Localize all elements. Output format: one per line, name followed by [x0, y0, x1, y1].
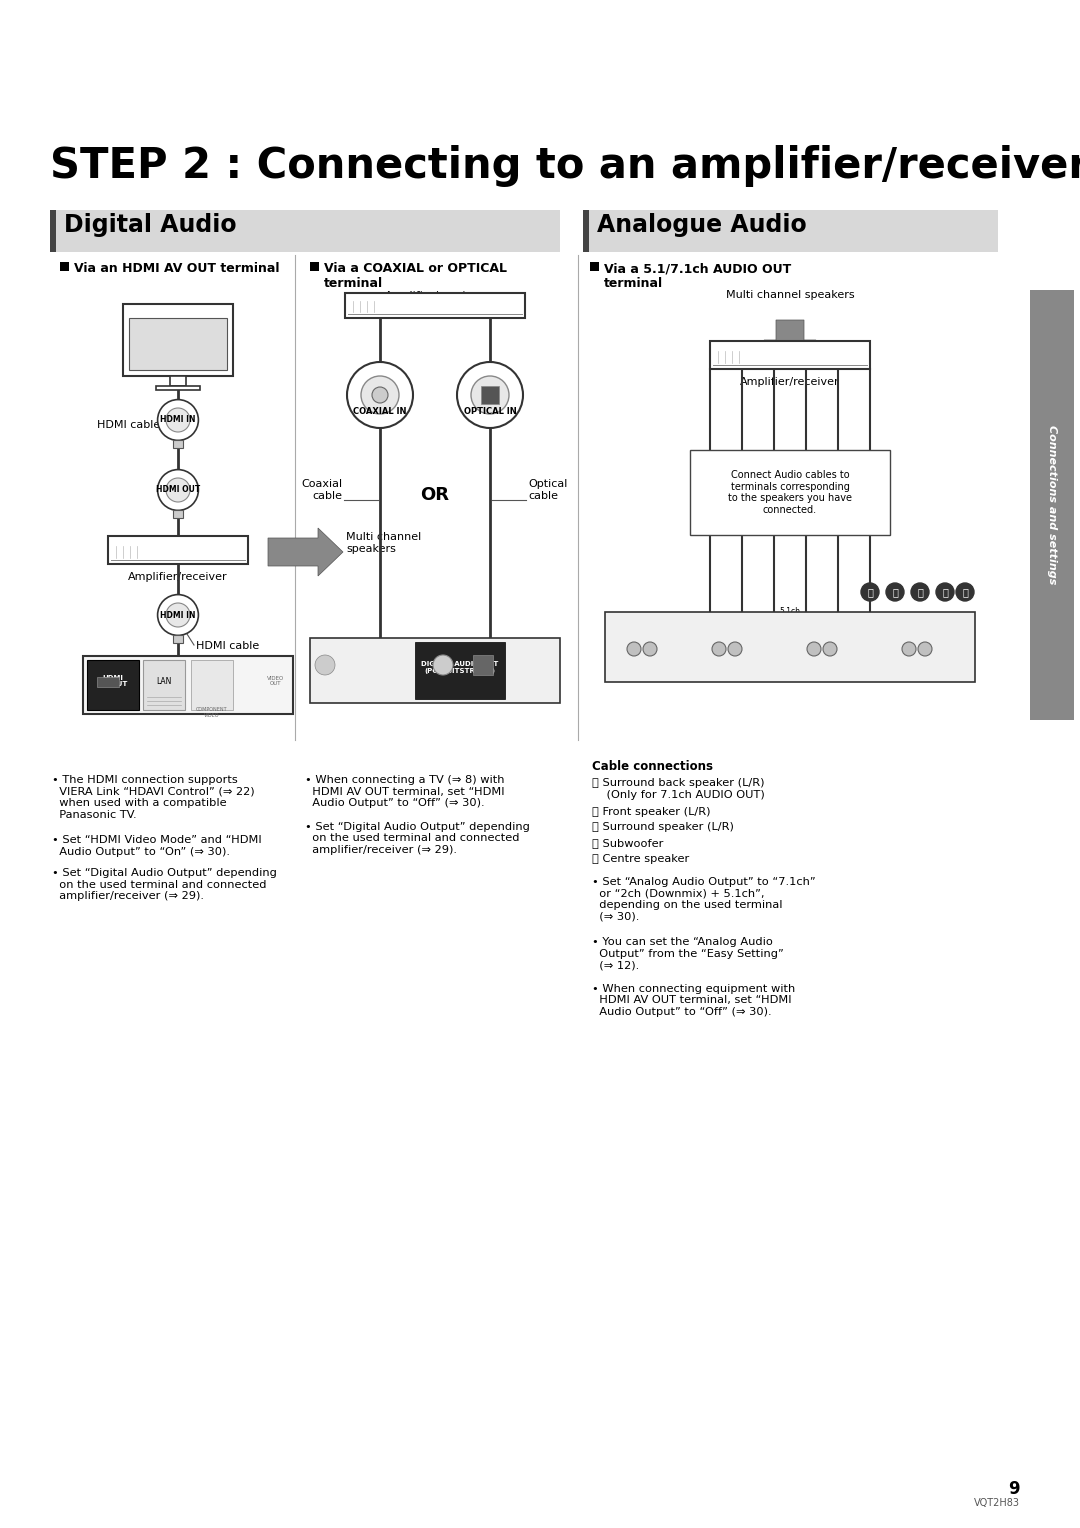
Ellipse shape: [912, 584, 929, 601]
Text: STEP 2 : Connecting to an amplifier/receiver: STEP 2 : Connecting to an amplifier/rece…: [50, 145, 1080, 186]
Ellipse shape: [158, 400, 199, 440]
Ellipse shape: [372, 387, 388, 403]
Ellipse shape: [457, 362, 523, 428]
Polygon shape: [764, 319, 816, 361]
Text: OR: OR: [420, 486, 449, 504]
Bar: [605, 613, 975, 681]
Text: Ⓓ: Ⓓ: [942, 587, 948, 597]
Bar: [156, 387, 200, 390]
Text: VQT2H83: VQT2H83: [974, 1497, 1020, 1508]
Bar: [310, 637, 561, 703]
Text: VIDEO
OUT: VIDEO OUT: [268, 675, 285, 686]
Text: HDMI IN: HDMI IN: [160, 416, 195, 425]
Text: Amplifier/receiver: Amplifier/receiver: [129, 571, 228, 582]
Text: COAXIAL: COAXIAL: [430, 697, 457, 703]
Bar: [170, 376, 186, 387]
Text: COMPONENT
VIDEO: COMPONENT VIDEO: [197, 707, 228, 718]
Bar: [123, 304, 233, 376]
Bar: [310, 261, 319, 270]
Bar: [97, 677, 119, 688]
Ellipse shape: [347, 362, 413, 428]
Ellipse shape: [956, 584, 974, 601]
Bar: [108, 536, 248, 564]
Bar: [481, 387, 499, 403]
Text: Optical
cable: Optical cable: [528, 480, 567, 501]
Text: Ⓔ Centre speaker: Ⓔ Centre speaker: [592, 854, 689, 863]
Text: • When connecting a TV (⇒ 8) with
  HDMI AV OUT terminal, set “HDMI
  Audio Outp: • When connecting a TV (⇒ 8) with HDMI A…: [305, 775, 504, 808]
Text: HDMI cable: HDMI cable: [195, 642, 259, 651]
Bar: [173, 636, 183, 643]
Text: Ⓑ: Ⓑ: [892, 587, 897, 597]
Bar: [173, 440, 183, 448]
Ellipse shape: [361, 376, 399, 414]
Bar: [173, 510, 183, 518]
Text: LAN: LAN: [157, 677, 172, 686]
Text: • You can set the “Analog Audio
  Output” from the “Easy Setting”
  (⇒ 12).: • You can set the “Analog Audio Output” …: [592, 937, 784, 970]
Ellipse shape: [807, 642, 821, 656]
Text: • Set “Digital Audio Output” depending
  on the used terminal and connected
  am: • Set “Digital Audio Output” depending o…: [52, 868, 276, 902]
Ellipse shape: [166, 478, 190, 503]
Text: HDMI OUT: HDMI OUT: [156, 486, 200, 495]
Bar: [87, 660, 139, 711]
Text: Via an HDMI AV OUT terminal: Via an HDMI AV OUT terminal: [75, 261, 280, 275]
Bar: [129, 318, 227, 370]
Text: DIGITAL AUDIO OUT
(PCM/BITSTREAM): DIGITAL AUDIO OUT (PCM/BITSTREAM): [421, 660, 499, 674]
Ellipse shape: [823, 642, 837, 656]
Text: • Set “HDMI Video Mode” and “HDMI
  Audio Output” to “On” (⇒ 30).: • Set “HDMI Video Mode” and “HDMI Audio …: [52, 834, 261, 857]
Bar: [415, 642, 505, 698]
Ellipse shape: [433, 656, 453, 675]
Text: Multi channel speakers: Multi channel speakers: [726, 290, 854, 299]
Text: HDMI IN: HDMI IN: [160, 611, 195, 619]
Text: Multi channel
speakers: Multi channel speakers: [346, 532, 421, 553]
Bar: [83, 656, 293, 714]
Text: SUBWOOFER/
CENTER: SUBWOOFER/ CENTER: [891, 617, 929, 628]
Ellipse shape: [166, 408, 190, 432]
Text: OPTICAL: OPTICAL: [470, 697, 496, 703]
Ellipse shape: [315, 656, 335, 675]
Text: Ⓐ Surround back speaker (L/R)
    (Only for 7.1ch AUDIO OUT): Ⓐ Surround back speaker (L/R) (Only for …: [592, 778, 765, 799]
Text: Ⓓ Subwoofer: Ⓓ Subwoofer: [592, 837, 663, 848]
Text: Cable connections: Cable connections: [592, 759, 713, 773]
Text: Ⓒ Surround speaker (L/R): Ⓒ Surround speaker (L/R): [592, 822, 734, 833]
Bar: [590, 261, 599, 270]
Text: Amplifier/receiver: Amplifier/receiver: [386, 290, 485, 301]
Text: Ⓑ Front speaker (L/R): Ⓑ Front speaker (L/R): [592, 807, 711, 817]
Bar: [583, 209, 589, 252]
Text: SURROUND: SURROUND: [805, 617, 836, 622]
Bar: [50, 209, 56, 252]
Text: 9: 9: [1009, 1481, 1020, 1497]
Text: • Set “Analog Audio Output” to “7.1ch”
  or “2ch (Downmix) + 5.1ch”,
  depending: • Set “Analog Audio Output” to “7.1ch” o…: [592, 877, 815, 921]
Ellipse shape: [627, 642, 642, 656]
Ellipse shape: [158, 594, 199, 636]
Ellipse shape: [918, 642, 932, 656]
Text: Via a COAXIAL or OPTICAL
terminal: Via a COAXIAL or OPTICAL terminal: [324, 261, 507, 290]
Text: • Set “Digital Audio Output” depending
  on the used terminal and connected
  am: • Set “Digital Audio Output” depending o…: [305, 822, 530, 854]
Bar: [60, 261, 69, 270]
Text: HDMI cable: HDMI cable: [97, 420, 160, 429]
Ellipse shape: [471, 376, 509, 414]
Text: • The HDMI connection supports
  VIERA Link “HDAVI Control” (⇒ 22)
  when used w: • The HDMI connection supports VIERA Lin…: [52, 775, 255, 821]
Bar: [191, 660, 233, 711]
Ellipse shape: [158, 469, 199, 510]
Text: Analogue Audio: Analogue Audio: [597, 212, 807, 237]
Text: OPTICAL IN: OPTICAL IN: [463, 406, 516, 416]
Ellipse shape: [728, 642, 742, 656]
Bar: [1030, 290, 1074, 720]
Ellipse shape: [861, 584, 879, 601]
Bar: [143, 660, 185, 711]
Text: Coaxial
cable: Coaxial cable: [301, 480, 342, 501]
Text: COAXIAL IN: COAXIAL IN: [353, 406, 407, 416]
Text: FRONT: FRONT: [716, 617, 734, 622]
Text: Digital Audio: Digital Audio: [64, 212, 237, 237]
Ellipse shape: [643, 642, 657, 656]
Bar: [583, 209, 998, 252]
Ellipse shape: [712, 642, 726, 656]
Bar: [690, 451, 890, 535]
Ellipse shape: [936, 584, 954, 601]
Text: HDMI
AV OUT: HDMI AV OUT: [98, 674, 127, 688]
Ellipse shape: [166, 604, 190, 626]
Ellipse shape: [902, 642, 916, 656]
Text: Connect Audio cables to
terminals corresponding
to the speakers you have
connect: Connect Audio cables to terminals corres…: [728, 471, 852, 515]
Text: Ⓐ: Ⓐ: [867, 587, 873, 597]
Text: Ⓔ: Ⓔ: [962, 587, 968, 597]
